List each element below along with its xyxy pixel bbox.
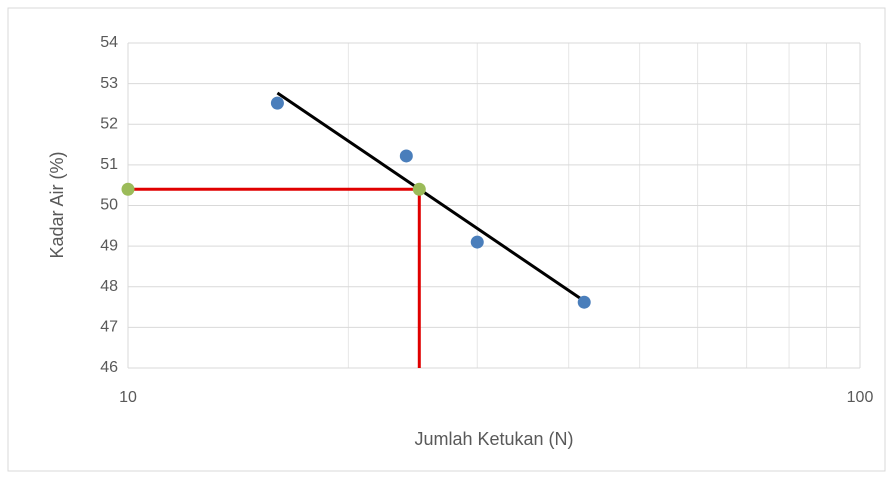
- x-tick-label: 100: [847, 389, 874, 406]
- point: [399, 149, 413, 163]
- x-axis-label: Jumlah Ketukan (N): [414, 429, 573, 449]
- y-tick-label: 50: [100, 197, 118, 214]
- y-tick-label: 54: [100, 34, 118, 51]
- y-tick-label: 52: [100, 115, 118, 132]
- y-tick-label: 53: [100, 75, 118, 92]
- line: [276, 91, 586, 303]
- point: [270, 96, 284, 110]
- y-tick-label: 48: [100, 278, 118, 295]
- x-tick-label: 10: [119, 389, 137, 406]
- y-tick-label: 49: [100, 237, 118, 254]
- point: [412, 182, 426, 196]
- y-tick-label: 46: [100, 359, 118, 376]
- chart-border: [7, 7, 886, 472]
- point: [470, 235, 484, 249]
- y-tick-label: 47: [100, 319, 118, 336]
- point: [577, 295, 591, 309]
- point: [121, 182, 135, 196]
- y-axis-label: Kadar Air (%): [47, 151, 67, 258]
- y-tick-label: 51: [100, 156, 118, 173]
